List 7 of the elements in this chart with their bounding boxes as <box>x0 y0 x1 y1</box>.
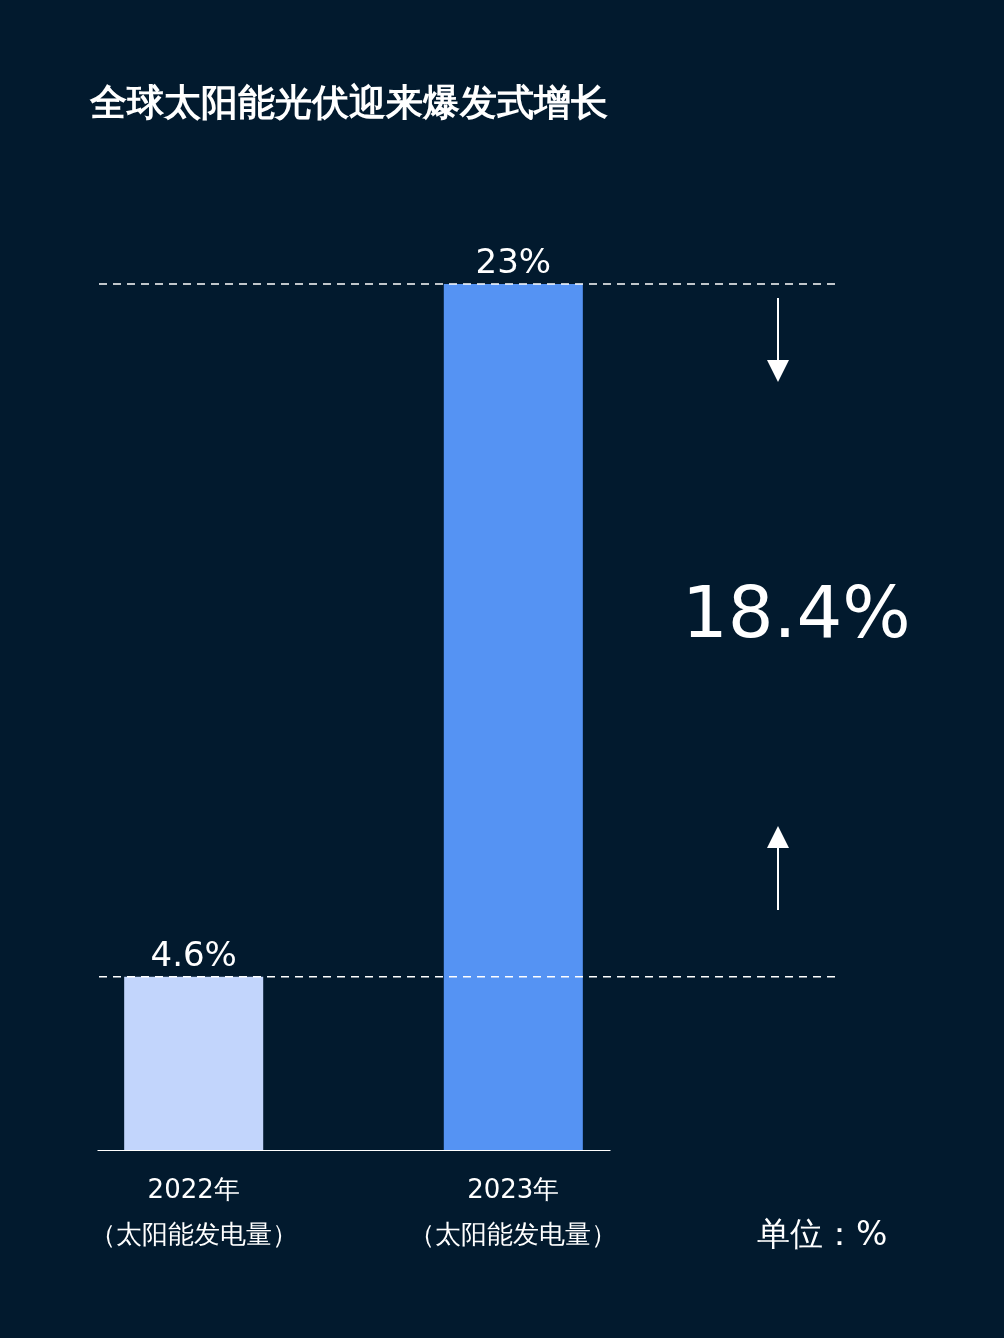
annotation: 18.4% <box>682 570 911 654</box>
data-label: 23% <box>475 241 552 281</box>
data-label: 4.6% <box>150 933 237 974</box>
chart-title: 全球太阳能光伏迎来爆发式增长 <box>90 80 608 126</box>
x-tick-label: 2023年（太阳能发电量） <box>409 1173 618 1249</box>
text: 单位：% <box>757 1213 888 1255</box>
x-tick-label: 2022年（太阳能发电量） <box>89 1173 298 1249</box>
